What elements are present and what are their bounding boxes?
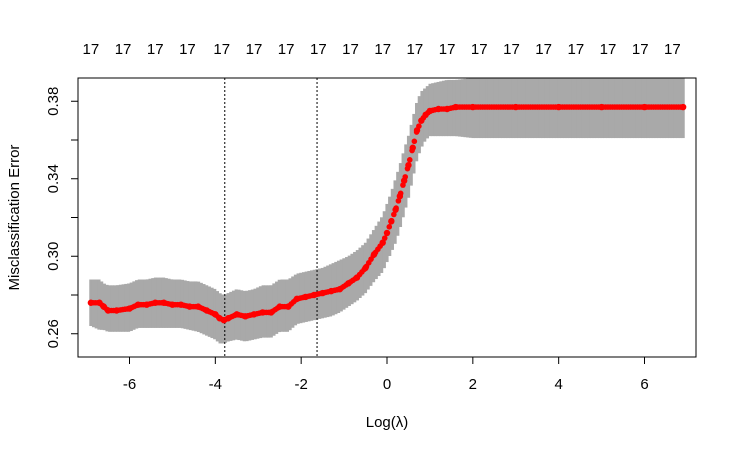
y-tick-label: 0.30 bbox=[45, 242, 62, 271]
data-point bbox=[402, 174, 409, 180]
data-point bbox=[395, 198, 402, 204]
top-axis-label: 17 bbox=[632, 41, 649, 58]
data-point bbox=[406, 157, 413, 163]
error-band-bar bbox=[396, 171, 400, 236]
data-point bbox=[413, 129, 420, 135]
top-axis-label: 17 bbox=[83, 41, 100, 58]
error-band-bar bbox=[409, 124, 413, 186]
x-tick-label: 2 bbox=[469, 376, 477, 393]
x-tick-label: 0 bbox=[383, 376, 391, 393]
top-axis-label: 17 bbox=[535, 41, 552, 58]
data-point bbox=[381, 235, 388, 241]
top-axis-label: 17 bbox=[439, 41, 456, 58]
top-axis-label: 17 bbox=[246, 41, 263, 58]
data-point bbox=[384, 230, 390, 236]
top-axis-label: 17 bbox=[407, 41, 424, 58]
top-axis-label: 17 bbox=[600, 41, 617, 58]
reference-lines bbox=[224, 78, 318, 357]
data-point bbox=[416, 123, 422, 129]
data-point bbox=[404, 165, 411, 172]
y-tick-label: 0.34 bbox=[45, 164, 62, 193]
x-tick-label: 4 bbox=[554, 376, 562, 393]
top-axis-label: 17 bbox=[278, 41, 295, 58]
top-axis-label: 17 bbox=[471, 41, 488, 58]
top-axis-label: 17 bbox=[342, 41, 359, 58]
data-point bbox=[397, 190, 404, 197]
top-axis-label: 17 bbox=[310, 41, 327, 58]
top-axis-label: 17 bbox=[179, 41, 196, 58]
data-point bbox=[393, 205, 399, 211]
top-axis-label: 17 bbox=[115, 41, 132, 58]
data-point bbox=[388, 217, 395, 224]
top-axis-label: 17 bbox=[567, 41, 584, 58]
x-tick-label: -4 bbox=[209, 376, 222, 393]
y-tick-label: 0.26 bbox=[45, 319, 62, 348]
plot-area bbox=[87, 78, 687, 357]
top-axis: 17 17 17 17 17 17 17 17 17 17 17 17 17 17 17 17 17 17 17 bbox=[83, 41, 681, 58]
y-tick-label: 0.38 bbox=[45, 87, 62, 116]
x-axis: -6 -4 -2 0 2 4 6 bbox=[123, 356, 649, 393]
top-axis-label: 17 bbox=[503, 41, 520, 58]
data-point bbox=[379, 240, 386, 246]
x-tick-label: -6 bbox=[123, 376, 136, 393]
data-point bbox=[386, 224, 393, 230]
data-point bbox=[409, 147, 415, 154]
top-axis-label: 17 bbox=[213, 41, 230, 58]
y-axis: 0.26 0.30 0.34 0.38 bbox=[45, 87, 79, 348]
data-point bbox=[391, 211, 397, 218]
top-axis-label: 17 bbox=[147, 41, 164, 58]
data-points bbox=[87, 103, 687, 324]
data-point bbox=[680, 104, 686, 110]
data-point bbox=[400, 182, 406, 188]
top-axis-label: 17 bbox=[664, 41, 681, 58]
x-axis-label: Log(λ) bbox=[366, 414, 409, 431]
x-tick-label: -2 bbox=[294, 376, 307, 393]
x-tick-label: 6 bbox=[640, 376, 648, 393]
y-axis-label: Misclassification Error bbox=[6, 145, 23, 291]
top-axis-label: 17 bbox=[374, 41, 391, 58]
data-point bbox=[411, 138, 418, 145]
